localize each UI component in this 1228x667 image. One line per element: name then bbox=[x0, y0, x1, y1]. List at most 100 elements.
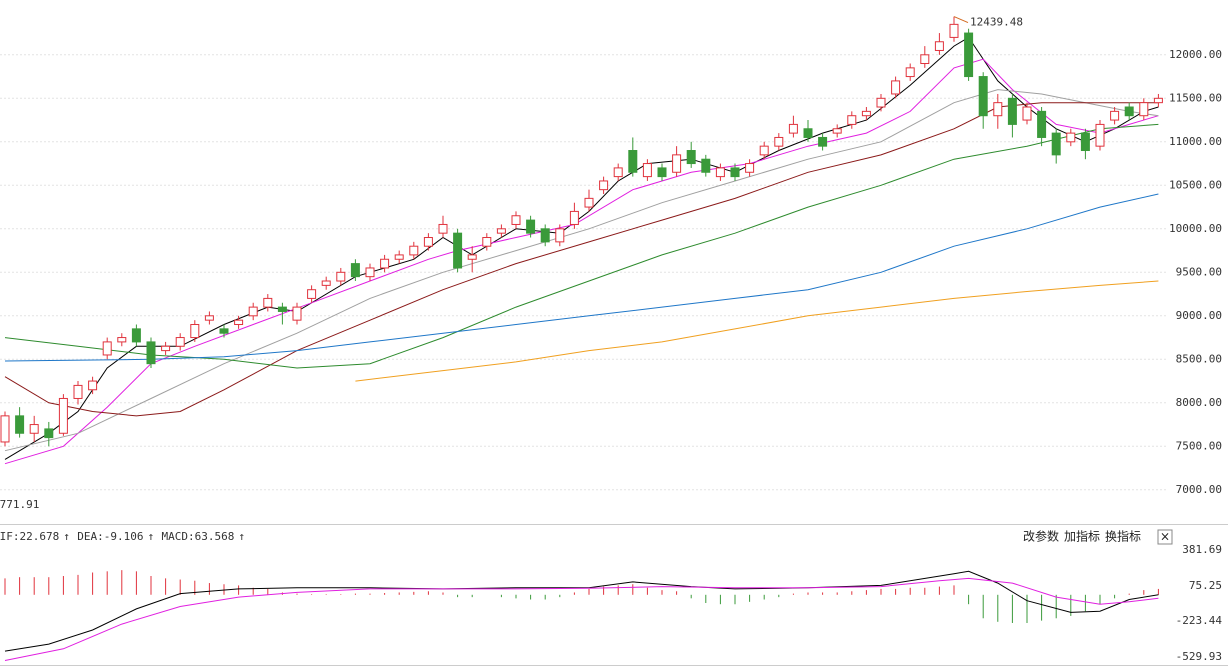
indicator-line bbox=[4, 58, 1159, 465]
candle-body bbox=[1037, 110, 1047, 138]
candle-body bbox=[613, 167, 623, 178]
candle-body bbox=[161, 345, 171, 352]
candle-body bbox=[642, 163, 652, 178]
toolbar-button[interactable]: 换指标 bbox=[1105, 529, 1141, 544]
candle-body bbox=[599, 180, 609, 191]
candle-body bbox=[540, 228, 550, 243]
legend-entry: DEA:-9.106 bbox=[77, 530, 143, 543]
indicator-line bbox=[4, 570, 1159, 652]
candle-body bbox=[73, 384, 83, 399]
candle-body bbox=[949, 23, 959, 38]
legend-arrow: ↑ bbox=[238, 530, 245, 543]
candle-body bbox=[759, 145, 769, 156]
candle-body bbox=[131, 328, 141, 343]
candle-body bbox=[1051, 132, 1061, 156]
y-tick-label: 11000.00 bbox=[1169, 135, 1222, 148]
candle-body bbox=[321, 280, 331, 286]
candle-body bbox=[847, 115, 857, 125]
candle-body bbox=[44, 428, 54, 439]
high-annotation: 12439.48 bbox=[970, 16, 1023, 29]
y-tick-label: 8000.00 bbox=[1176, 396, 1222, 409]
legend-arrow: ↑ bbox=[63, 530, 70, 543]
candle-body bbox=[1007, 97, 1017, 125]
candle-body bbox=[175, 337, 185, 347]
y-tick-label: 9000.00 bbox=[1176, 309, 1222, 322]
candle-body bbox=[248, 306, 258, 317]
y-tick-label: -529.93 bbox=[1176, 650, 1222, 663]
candle-body bbox=[1124, 106, 1134, 117]
candle-body bbox=[117, 337, 127, 343]
candle-body bbox=[832, 128, 842, 134]
candle-body bbox=[234, 319, 244, 326]
candle-body bbox=[1110, 110, 1120, 121]
candle-body bbox=[307, 289, 317, 299]
y-tick-label: 7500.00 bbox=[1176, 439, 1222, 452]
candle-body bbox=[453, 232, 463, 269]
y-tick-label: 12000.00 bbox=[1169, 48, 1222, 61]
legend-arrow: ↑ bbox=[147, 530, 154, 543]
candle-body bbox=[1066, 132, 1076, 143]
candle-body bbox=[29, 424, 39, 434]
y-tick-label: 75.25 bbox=[1189, 579, 1222, 592]
toolbar-button[interactable]: 加指标 bbox=[1064, 529, 1100, 544]
indicator-line bbox=[4, 89, 1159, 452]
candle-body bbox=[511, 215, 521, 225]
candle-body bbox=[263, 297, 273, 308]
candle-body bbox=[818, 136, 828, 147]
candle-body bbox=[745, 163, 755, 173]
candle-body bbox=[730, 167, 740, 178]
candle-body bbox=[555, 228, 565, 243]
candle-body bbox=[438, 223, 448, 234]
candle-body bbox=[526, 219, 536, 234]
candle-body bbox=[219, 328, 229, 334]
candle-body bbox=[409, 245, 419, 256]
candle-body bbox=[964, 32, 974, 78]
close-box[interactable] bbox=[1157, 529, 1173, 545]
candle-body bbox=[978, 76, 988, 117]
candle-body bbox=[788, 123, 798, 134]
candle-body bbox=[365, 267, 375, 278]
indicator-line bbox=[355, 280, 1159, 382]
candle-body bbox=[569, 210, 579, 225]
legend-entry: DIF:22.678 bbox=[0, 530, 59, 543]
candle-body bbox=[1139, 102, 1149, 117]
indicator-line bbox=[4, 193, 1159, 362]
candle-body bbox=[380, 258, 390, 269]
y-tick-label: 8500.00 bbox=[1176, 352, 1222, 365]
candle-body bbox=[146, 341, 156, 365]
candle-body bbox=[876, 97, 886, 108]
indicator-line bbox=[4, 577, 1159, 661]
y-tick-label: 9500.00 bbox=[1176, 265, 1222, 278]
candle-body bbox=[803, 128, 813, 138]
candle-body bbox=[920, 54, 930, 65]
candle-body bbox=[993, 102, 1003, 117]
close-button[interactable]: × bbox=[1160, 530, 1170, 544]
annotation-pointer bbox=[953, 16, 969, 24]
candle-body bbox=[934, 41, 944, 51]
y-tick-label: 381.69 bbox=[1182, 543, 1222, 556]
candle-body bbox=[1022, 106, 1032, 121]
candle-body bbox=[1153, 97, 1163, 104]
candle-body bbox=[58, 397, 68, 434]
candle-body bbox=[905, 67, 915, 78]
candle-body bbox=[336, 271, 346, 282]
candle-body bbox=[686, 150, 696, 165]
candle-body bbox=[102, 341, 112, 356]
y-tick-label: 10000.00 bbox=[1169, 222, 1222, 235]
candle-body bbox=[891, 80, 901, 95]
candle-body bbox=[204, 315, 214, 321]
candle-body bbox=[0, 415, 10, 443]
candle-body bbox=[584, 197, 594, 208]
candle-body bbox=[88, 380, 98, 391]
y-tick-label: 11500.00 bbox=[1169, 91, 1222, 104]
candle-body bbox=[394, 254, 404, 260]
toolbar-button[interactable]: 改参数 bbox=[1023, 529, 1059, 544]
y-tick-label: -223.44 bbox=[1176, 614, 1223, 627]
candle-body bbox=[350, 263, 360, 278]
candle-body bbox=[277, 306, 287, 312]
candle-body bbox=[628, 150, 638, 173]
candle-body bbox=[467, 254, 477, 260]
candle-body bbox=[1095, 123, 1105, 147]
